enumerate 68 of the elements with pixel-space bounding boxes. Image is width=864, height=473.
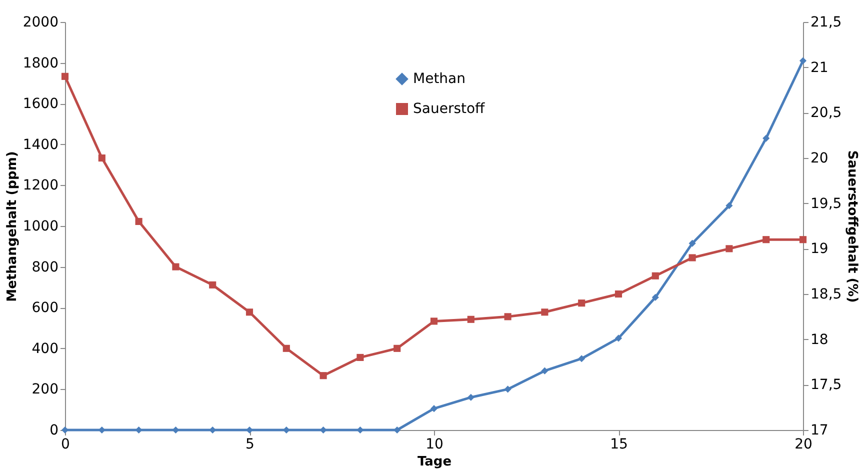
y2-tick-label: 19,5 (810, 196, 842, 212)
y2-tick-label: 20,5 (810, 105, 842, 122)
point (614, 290, 622, 298)
legend-label: Methan (413, 71, 466, 87)
y2-tick-label: 18,5 (810, 286, 842, 302)
point (726, 202, 733, 210)
y2-axis-title: Sauerstoffgehalt (%) (844, 150, 860, 303)
x-tick-label: 20 (794, 436, 812, 452)
point (172, 426, 180, 434)
y-axis-title: Methangehalt (ppm) (4, 151, 20, 302)
y2-tick-label: 21,5 (810, 14, 842, 30)
y-tick-label: 400 (32, 340, 58, 357)
point (799, 57, 807, 64)
point (98, 154, 106, 162)
y2-tick-label: 18 (810, 332, 828, 348)
point (726, 245, 733, 252)
y-tick-label: 600 (32, 300, 58, 316)
point (541, 308, 548, 316)
y-tick-label: 1000 (22, 218, 58, 234)
point (762, 236, 770, 244)
y2-tick-label: 19 (810, 241, 828, 258)
point (320, 372, 327, 380)
point (246, 308, 254, 316)
point (614, 334, 622, 342)
point (394, 344, 401, 352)
point (135, 218, 142, 225)
point (652, 272, 659, 280)
point (282, 344, 290, 352)
y-tick-label: 1400 (22, 136, 58, 153)
legend-label: Sauerstoff (413, 101, 486, 117)
y-tick-label: 2000 (22, 14, 58, 30)
y-tick-label: 1600 (22, 96, 58, 112)
point (320, 426, 327, 434)
y-tick-label: 0 (50, 422, 58, 438)
point (799, 236, 807, 244)
point (688, 240, 696, 247)
point (541, 367, 548, 374)
y-tick-label: 800 (32, 259, 58, 276)
y-tick-label: 200 (32, 382, 58, 398)
point (135, 426, 142, 434)
point (578, 300, 586, 307)
y2-tick-label: 20 (810, 150, 828, 166)
x-axis-title: Tage (417, 454, 452, 470)
y2-tick-label: 17 (810, 422, 828, 438)
point (578, 355, 586, 362)
point (61, 72, 69, 80)
point (394, 426, 401, 434)
point (172, 263, 180, 270)
point (467, 316, 474, 323)
point (762, 134, 770, 142)
point (356, 426, 364, 434)
y-tick-label: 1800 (22, 55, 58, 72)
point (209, 281, 216, 288)
point (652, 294, 659, 301)
x-tick-label: 5 (246, 436, 254, 452)
x-tick-label: 10 (426, 436, 444, 452)
point (467, 394, 474, 401)
point (688, 254, 696, 262)
point (430, 318, 438, 325)
x-tick-label: 0 (61, 436, 70, 452)
point (504, 386, 512, 393)
y2-tick-label: 21 (810, 60, 828, 76)
y2-tick-label: 17,5 (810, 377, 842, 394)
x-tick-label: 15 (610, 436, 628, 452)
point (430, 405, 438, 412)
point (504, 313, 512, 320)
point (356, 354, 364, 361)
y-tick-label: 1200 (22, 178, 58, 194)
